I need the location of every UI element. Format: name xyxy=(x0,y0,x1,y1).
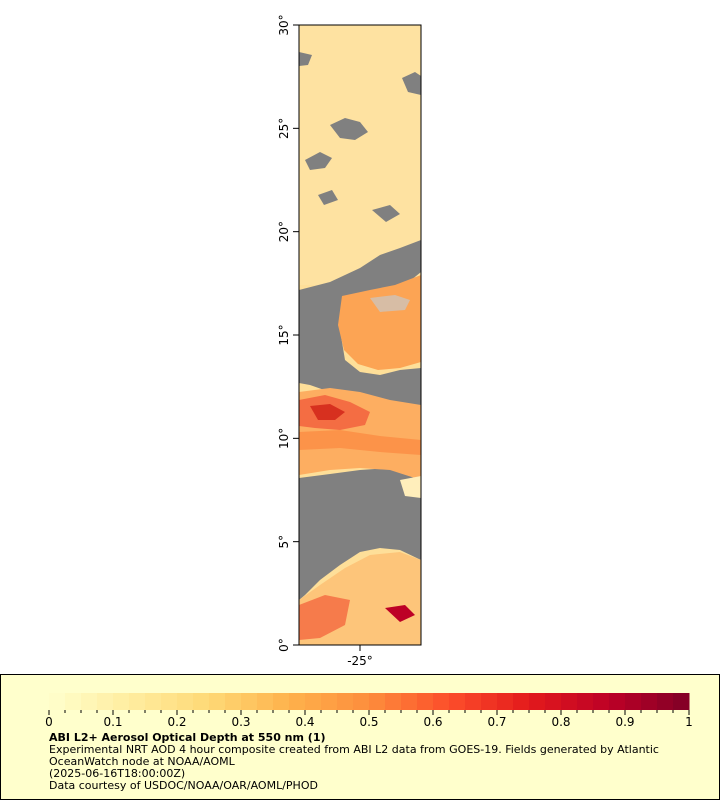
colorbar-label: 1 xyxy=(685,715,693,729)
legend-timestamp: (2025-06-16T18:00:00Z) xyxy=(49,767,186,780)
colorbar-cell xyxy=(657,693,674,710)
aod-data-layer xyxy=(299,25,421,645)
colorbar-label: 0.3 xyxy=(231,715,250,729)
aod-patch-8n xyxy=(400,476,421,498)
colorbar-cell xyxy=(241,693,258,710)
legend-description-line1: Experimental NRT AOD 4 hour composite cr… xyxy=(49,743,659,756)
legend-text: ABI L2+ Aerosol Optical Depth at 550 nm … xyxy=(49,732,689,792)
colorbar-ticks: 0 0.1 0.2 0.3 0.4 0.5 0.6 0.7 0.8 0.9 1 xyxy=(45,710,693,729)
colorbar-cell xyxy=(449,693,466,710)
colorbar-cell xyxy=(145,693,162,710)
no-data-patch-1 xyxy=(330,118,368,140)
colorbar-cell xyxy=(321,693,338,710)
colorbar-cell xyxy=(593,693,610,710)
colorbar-cell xyxy=(561,693,578,710)
longitude-axis: -25° xyxy=(347,645,373,668)
legend-panel: 0 0.1 0.2 0.3 0.4 0.5 0.6 0.7 0.8 0.9 1 ABI L2+ Ae… xyxy=(0,674,720,800)
colorbar-cell xyxy=(433,693,450,710)
colorbar-cell xyxy=(529,693,546,710)
colorbar-label: 0.7 xyxy=(487,715,506,729)
colorbar-label: 0.9 xyxy=(615,715,634,729)
colorbar-cell xyxy=(273,693,290,710)
colorbar-cell xyxy=(609,693,626,710)
colorbar-cell xyxy=(161,693,178,710)
colorbar-cell xyxy=(225,693,242,710)
colorbar-cell xyxy=(625,693,642,710)
no-data-patch-4 xyxy=(299,52,312,66)
colorbar-cell xyxy=(305,693,322,710)
map-svg: 0° 5° 10° 15° 20° 25° 30° -25° xyxy=(277,14,422,668)
aod-peak-11n xyxy=(310,404,345,420)
colorbar-cell xyxy=(641,693,658,710)
colorbar-cell xyxy=(577,693,594,710)
aod-streak-10n xyxy=(299,430,421,455)
colorbar: 0 0.1 0.2 0.3 0.4 0.5 0.6 0.7 0.8 0.9 1 xyxy=(45,693,693,729)
colorbar-label: 0.4 xyxy=(295,715,314,729)
lat-tick-label: 15° xyxy=(277,324,291,345)
legend-title: ABI L2+ Aerosol Optical Depth at 550 nm … xyxy=(49,731,326,744)
colorbar-cell xyxy=(673,693,690,710)
colorbar-label: 0.2 xyxy=(167,715,186,729)
colorbar-cell xyxy=(417,693,434,710)
colorbar-cell xyxy=(177,693,194,710)
lon-tick-label: -25° xyxy=(347,654,373,668)
colorbar-cell xyxy=(481,693,498,710)
lat-tick-label: 0° xyxy=(277,638,291,652)
colorbar-cell xyxy=(337,693,354,710)
no-data-patch-3 xyxy=(402,72,421,95)
colorbar-cell xyxy=(209,693,226,710)
colorbar-label: 0.5 xyxy=(359,715,378,729)
colorbar-cell xyxy=(465,693,482,710)
colorbar-label: 0.8 xyxy=(551,715,570,729)
aod-peak-equator xyxy=(385,605,415,622)
cloud-patch xyxy=(370,295,410,312)
colorbar-cell xyxy=(81,693,98,710)
colorbar-cell xyxy=(49,693,66,710)
colorbar-cells xyxy=(49,693,690,710)
no-data-region-6n xyxy=(299,466,421,600)
colorbar-cell xyxy=(97,693,114,710)
no-data-region-16n xyxy=(299,240,421,412)
colorbar-cell xyxy=(193,693,210,710)
colorbar-label: 0.6 xyxy=(423,715,442,729)
legend-description-line2: OceanWatch node at NOAA/AOML xyxy=(49,755,235,768)
lat-tick-label: 30° xyxy=(277,14,291,35)
colorbar-cell xyxy=(545,693,562,710)
map-area: 0° 5° 10° 15° 20° 25° 30° -25° xyxy=(277,14,422,668)
colorbar-cell xyxy=(401,693,418,710)
colorbar-cell xyxy=(129,693,146,710)
lat-tick-label: 5° xyxy=(277,535,291,549)
colorbar-cell xyxy=(513,693,530,710)
colorbar-cell xyxy=(257,693,274,710)
no-data-patch-5 xyxy=(372,205,400,222)
lat-tick-label: 25° xyxy=(277,118,291,139)
colorbar-cell xyxy=(497,693,514,710)
lat-tick-label: 20° xyxy=(277,221,291,242)
colorbar-cell xyxy=(353,693,370,710)
colorbar-cell xyxy=(113,693,130,710)
colorbar-cell xyxy=(385,693,402,710)
no-data-patch-2 xyxy=(305,152,332,170)
colorbar-cell xyxy=(289,693,306,710)
colorbar-label: 0.1 xyxy=(103,715,122,729)
legend-credit: Data courtesy of USDOC/NOAA/OAR/AOML/PHO… xyxy=(49,779,318,792)
colorbar-label: 0 xyxy=(45,715,53,729)
no-data-patch-6 xyxy=(318,190,338,205)
colorbar-cell xyxy=(65,693,82,710)
colorbar-cell xyxy=(369,693,386,710)
aod-core-equator xyxy=(299,595,350,640)
lat-tick-label: 10° xyxy=(277,428,291,449)
latitude-axis: 0° 5° 10° 15° 20° 25° 30° xyxy=(277,14,299,652)
